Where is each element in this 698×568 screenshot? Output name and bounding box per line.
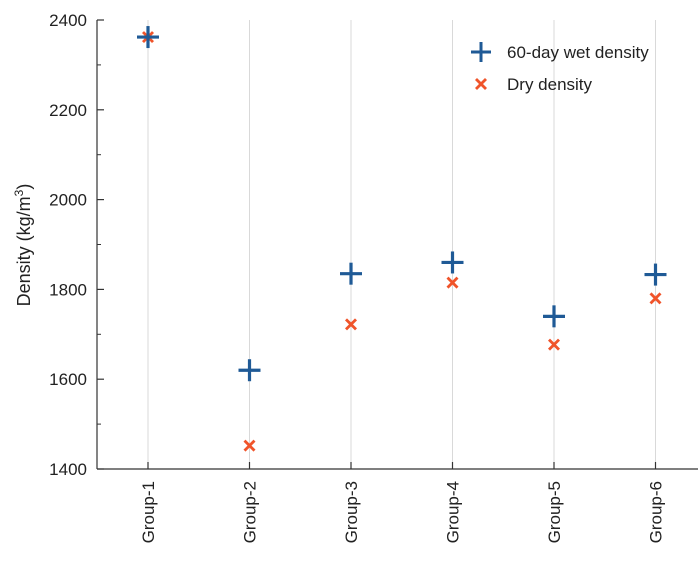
y-tick-label: 1800 (49, 280, 87, 299)
x-tick-label: Group-3 (342, 481, 361, 543)
axes (96, 19, 698, 470)
legend-label-wet: 60-day wet density (507, 43, 649, 62)
series-markers (137, 26, 667, 452)
grid-lines (147, 20, 656, 469)
wet-density-point (441, 251, 464, 274)
y-tick-labels: 1400 1600 1800 2000 2200 2400 (49, 11, 87, 479)
x-tick-label: Group-6 (647, 481, 666, 543)
legend-label-dry: Dry density (507, 75, 593, 94)
y-tick-label: 2000 (49, 191, 87, 210)
y-axis-title-close: ) (14, 184, 34, 190)
dry-density-point (345, 318, 357, 331)
wet-density-point (137, 26, 159, 49)
y-tick-label: 1600 (49, 370, 87, 389)
wet-density-point (238, 359, 261, 382)
x-tick-label: Group-2 (241, 481, 260, 543)
dry-density-point (446, 276, 459, 289)
dry-density-point (243, 439, 256, 452)
legend-x-marker (475, 78, 487, 90)
x-tick-labels: Group-1 Group-2 Group-3 Group-4 Group-5 Group… (139, 481, 666, 543)
y-tick-label: 1400 (49, 460, 87, 479)
y-axis-title-superscript: 3 (12, 189, 26, 196)
wet-density-point (340, 262, 362, 285)
dry-density-point (649, 292, 662, 305)
wet-density-point (644, 263, 667, 286)
y-axis-title: Density (kg/m3) (12, 184, 34, 307)
x-tick-label: Group-5 (545, 481, 564, 543)
legend-marker-wet (471, 42, 491, 62)
wet-density-point (543, 305, 565, 328)
legend: 60-day wet density Dry density (471, 42, 649, 94)
y-tick-label: 2400 (49, 11, 87, 30)
dry-density-point (548, 338, 560, 351)
legend-marker-dry (475, 78, 487, 90)
x-tick-label: Group-4 (444, 481, 463, 543)
y-tick-label: 2200 (49, 101, 87, 120)
x-tick-label: Group-1 (139, 481, 158, 543)
legend-plus-marker (471, 42, 491, 62)
y-axis-title-main: Density (kg/m (14, 196, 34, 306)
